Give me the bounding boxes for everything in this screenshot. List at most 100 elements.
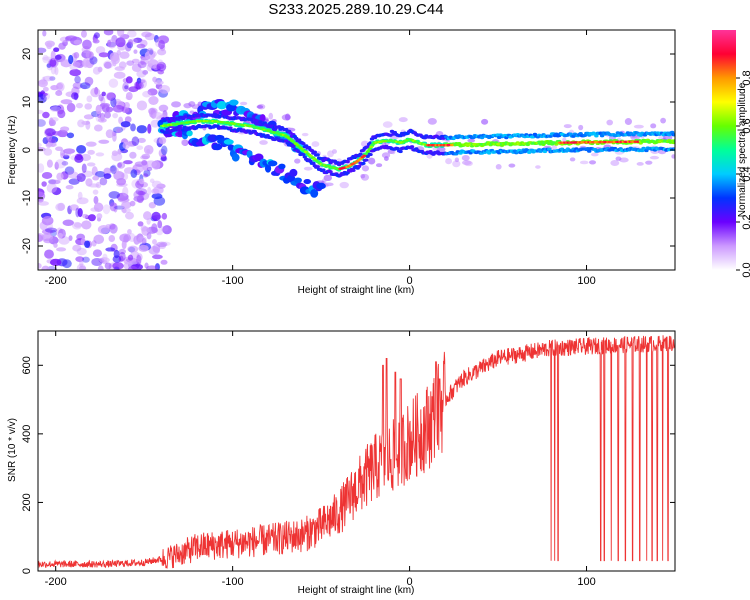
- spectrogram-noise-blob: [55, 203, 65, 212]
- spectrogram-noise-blob: [147, 88, 158, 96]
- spectrogram-noise-blob: [50, 258, 62, 267]
- spectrogram-noise-blob: [75, 256, 85, 262]
- spectrogram-noise-blob: [86, 95, 93, 103]
- spectrogram-noise-blob: [80, 30, 87, 38]
- spectrogram-noise-blob: [136, 70, 147, 78]
- spectrogram-noise-blob: [147, 59, 159, 69]
- spectrogram-noise-blob: [38, 201, 49, 206]
- spectrogram-noise-blob: [152, 76, 158, 83]
- spectrogram-noise-blob: [151, 188, 160, 195]
- spectrogram-noise-blob: [66, 102, 76, 113]
- spectrogram-halo-blob: [562, 137, 567, 142]
- spectrogram-noise-blob: [87, 149, 95, 155]
- spectrogram-noise-blob: [56, 247, 67, 252]
- spectrogram-noise-blob: [141, 159, 148, 166]
- spectrogram-noise-blob: [146, 217, 151, 225]
- spectrogram-noise-blob: [93, 202, 104, 213]
- spectrogram-noise-blob: [55, 158, 67, 169]
- spectrogram-noise-blob: [116, 178, 127, 186]
- spectrogram-halo-blob: [454, 157, 460, 163]
- spectrogram-noise-blob: [109, 202, 117, 212]
- spectrogram-ridge-cell: [351, 168, 356, 173]
- spectrogram-noise-blob: [148, 201, 156, 209]
- spectrogram-noise-blob: [57, 232, 63, 239]
- spectrogram-noise-blob: [84, 103, 93, 110]
- spectrogram-noise-blob: [42, 92, 51, 100]
- spectrogram-noise-blob: [104, 111, 111, 119]
- spectrogram-noise-blob: [144, 160, 157, 169]
- spectrogram-noise-blob: [136, 125, 147, 134]
- spectrogram-noise-blob: [73, 52, 80, 59]
- spectrogram-noise-blob: [46, 159, 53, 168]
- spectrogram-noise-blob: [148, 96, 159, 105]
- spectrogram-noise-blob: [41, 76, 46, 85]
- spectrogram-noise-blob: [85, 178, 93, 187]
- spectrogram-noise-blob: [79, 258, 84, 268]
- spectrogram-halo-blob: [360, 173, 366, 179]
- spectrogram-noise-blob: [122, 141, 131, 149]
- spectrogram-noise-blob: [105, 129, 114, 139]
- spectrogram-ridge-cell: [301, 141, 306, 146]
- spectrogram-xtick-label: 0: [407, 275, 413, 287]
- spectrogram-ridge-cell: [358, 152, 363, 156]
- spectrogram-noise-blob: [38, 142, 42, 148]
- spectrogram-noise-blob: [109, 167, 119, 174]
- spectrogram-noise-blob: [103, 173, 112, 179]
- spectrogram-noise-blob: [112, 113, 119, 119]
- spectrogram-noise-blob: [49, 58, 57, 67]
- spectrogram-noise-blob: [102, 204, 111, 215]
- spectrogram-noise-blob: [151, 180, 162, 189]
- spectrogram-noise-blob: [74, 75, 81, 84]
- spectrogram-halo-blob: [188, 101, 196, 107]
- spectrogram-ridge-cell: [321, 168, 326, 172]
- spectrogram-noise-blob: [103, 30, 114, 36]
- spectrogram-noise-blob: [139, 178, 145, 185]
- spectrogram-noise-blob: [71, 221, 83, 230]
- spectrogram-halo-blob: [590, 152, 599, 157]
- spectrogram-ridge-cell: [587, 149, 592, 153]
- spectrogram-noise-blob: [105, 106, 114, 113]
- spectrogram-ytick-label: 20: [21, 48, 33, 60]
- spectrogram-noise-blob: [90, 87, 101, 98]
- spectrogram-halo-blob: [671, 154, 675, 159]
- spectrogram-noise-blob: [42, 111, 50, 119]
- spectrogram-noise-blob: [45, 227, 58, 233]
- spectrogram-noise-blob: [142, 90, 152, 98]
- spectrogram-noise-blob: [107, 39, 112, 47]
- spectrogram-noise-blob: [125, 76, 133, 84]
- spectrogram-noise-blob: [99, 102, 111, 108]
- spectrogram-ridge-core: [367, 147, 372, 151]
- spectrogram-ridge-cell: [258, 120, 263, 124]
- spectrogram-halo-blob: [311, 141, 320, 148]
- snr-xtick-label: 0: [407, 576, 413, 588]
- spectrogram-noise-blob: [79, 82, 91, 90]
- spectrogram-noise-blob: [112, 262, 124, 270]
- spectrogram-noise-blob: [57, 109, 66, 119]
- spectrogram-ytick-label: 10: [21, 96, 33, 108]
- spectrogram-halo-blob: [619, 157, 629, 163]
- spectrogram-noise-blob: [123, 160, 133, 165]
- spectrogram-noise-blob: [146, 232, 152, 240]
- spectrogram-noise-blob: [126, 60, 135, 66]
- spectrogram-noise-blob: [130, 38, 138, 45]
- snr-xlabel: Height of straight line (km): [298, 585, 415, 596]
- spectrogram-noise-blob: [76, 263, 86, 270]
- spectrogram-ridge-cell: [361, 161, 366, 166]
- spectrogram-noise-blob: [122, 186, 129, 197]
- spectrogram-noise-blob: [130, 169, 138, 178]
- spectrogram-ridge-cell: [547, 147, 552, 151]
- spectrogram-noise-blob: [89, 56, 98, 65]
- spectrogram-noise-blob: [66, 132, 75, 139]
- spectrogram-noise-blob: [102, 253, 108, 262]
- spectrogram-noise-blob: [85, 141, 97, 147]
- spectrogram-noise-blob: [44, 249, 54, 259]
- spectrogram-noise-blob: [124, 116, 132, 123]
- snr-ytick-label: 400: [21, 425, 33, 443]
- spectrogram-noise-blob: [81, 220, 92, 230]
- spectrogram-noise-blob: [38, 79, 48, 88]
- spectrogram-noise-blob: [96, 213, 103, 220]
- spectrogram-halo-blob: [259, 140, 268, 145]
- spectrogram-noise-blob: [77, 191, 83, 200]
- spectrogram-noise-blob: [126, 41, 134, 49]
